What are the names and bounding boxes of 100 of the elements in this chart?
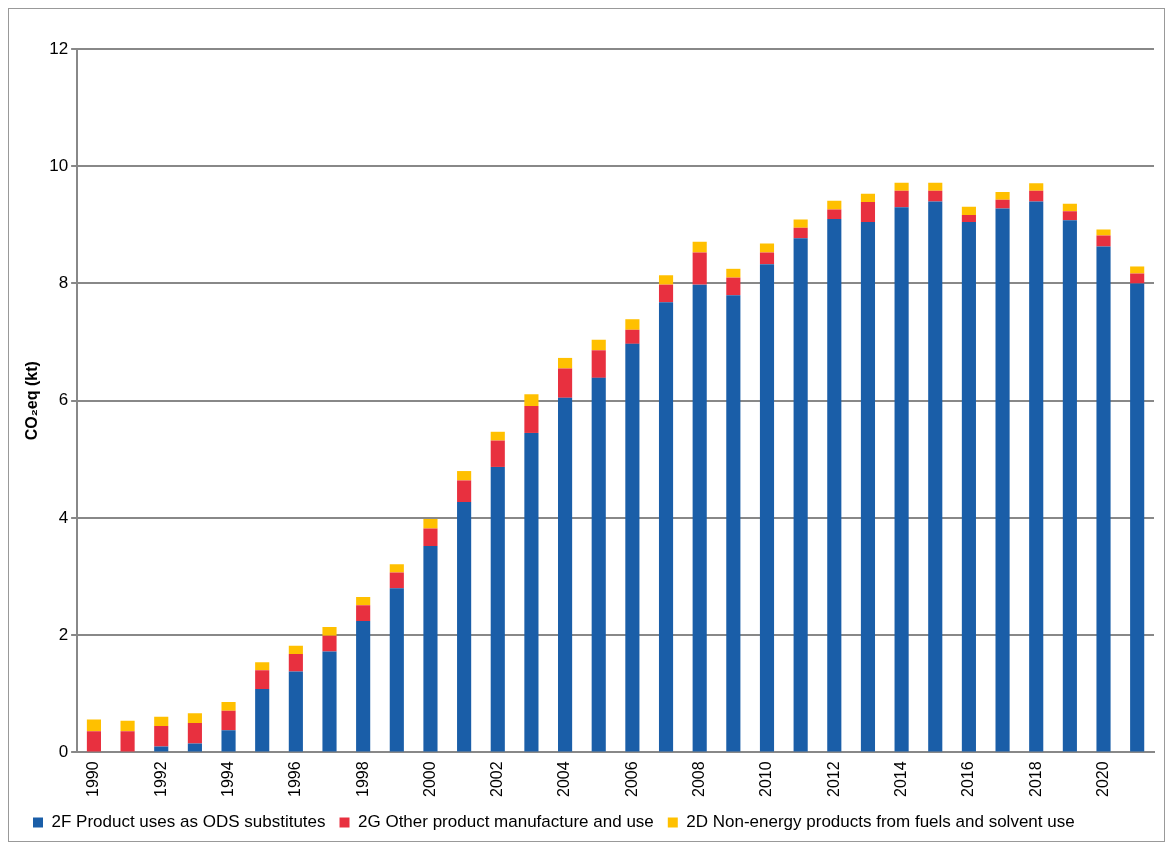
x-tick-label: 2004 bbox=[555, 761, 573, 797]
bar bbox=[389, 564, 404, 573]
bar bbox=[423, 546, 438, 752]
bar bbox=[423, 528, 438, 547]
x-tick-label: 2014 bbox=[892, 761, 910, 797]
bar bbox=[995, 199, 1010, 209]
bar bbox=[1029, 201, 1044, 752]
bar bbox=[1096, 229, 1111, 236]
bar bbox=[591, 350, 606, 378]
bar bbox=[524, 405, 539, 433]
bar bbox=[221, 702, 236, 711]
x-tick-label: 2002 bbox=[488, 761, 506, 797]
bar bbox=[356, 597, 371, 606]
bar bbox=[356, 605, 371, 622]
bar bbox=[759, 243, 775, 253]
bar bbox=[1130, 283, 1145, 752]
bar bbox=[490, 440, 505, 467]
bar bbox=[389, 588, 404, 752]
x-tick-label: 1992 bbox=[151, 761, 169, 797]
x-tick-label: 2012 bbox=[824, 761, 842, 797]
x-tick-label: 2016 bbox=[959, 761, 977, 797]
bar bbox=[255, 689, 270, 752]
bar bbox=[1029, 183, 1044, 191]
bar bbox=[86, 731, 101, 752]
bar bbox=[524, 432, 539, 752]
x-tick-label: 1996 bbox=[286, 761, 304, 797]
bar bbox=[793, 238, 808, 752]
x-tick-label: 2010 bbox=[757, 761, 775, 797]
legend-label: 2D Non-energy products from fuels and solvent use bbox=[686, 812, 1075, 832]
bar bbox=[793, 227, 808, 239]
legend-label: 2F Product uses as ODS substitutes bbox=[51, 812, 326, 832]
x-tick-label: 1990 bbox=[84, 761, 102, 797]
bar bbox=[625, 319, 640, 330]
bar bbox=[389, 572, 404, 589]
bar bbox=[288, 645, 303, 654]
bar bbox=[692, 252, 707, 285]
y-axis-title: CO₂eq (kt) bbox=[23, 361, 41, 441]
bar bbox=[120, 731, 135, 752]
bar bbox=[457, 471, 472, 481]
x-tick-label: 2006 bbox=[622, 761, 640, 797]
bar bbox=[726, 277, 741, 296]
bar bbox=[894, 182, 909, 191]
bar bbox=[86, 719, 101, 732]
bar bbox=[255, 662, 270, 671]
bar bbox=[154, 726, 169, 747]
x-tick-label: 2008 bbox=[690, 761, 708, 797]
bar bbox=[827, 218, 842, 752]
x-tick-label: 2020 bbox=[1093, 761, 1111, 797]
bar bbox=[658, 284, 674, 303]
legend-label: 2G Other product manufacture and use bbox=[358, 812, 654, 832]
y-tick-label: 10 bbox=[49, 155, 69, 175]
x-tick-label: 1994 bbox=[218, 761, 236, 797]
bar bbox=[793, 219, 808, 228]
bar bbox=[928, 182, 943, 191]
x-tick-label: 2000 bbox=[420, 761, 438, 797]
bar bbox=[221, 710, 236, 731]
y-tick-label: 4 bbox=[58, 507, 69, 527]
bar bbox=[658, 275, 674, 285]
bar bbox=[558, 397, 573, 752]
bar bbox=[860, 221, 876, 752]
bar bbox=[827, 209, 842, 219]
bar bbox=[322, 635, 337, 652]
bar bbox=[558, 357, 573, 369]
bar bbox=[490, 466, 505, 752]
y-tick-label: 6 bbox=[58, 390, 69, 410]
bar bbox=[692, 241, 707, 253]
y-tick-label: 0 bbox=[58, 742, 69, 762]
bar bbox=[726, 268, 741, 278]
bar bbox=[1062, 220, 1077, 752]
bar bbox=[288, 671, 303, 752]
x-tick-label: 1998 bbox=[353, 761, 371, 797]
bar bbox=[490, 431, 505, 441]
bar bbox=[726, 295, 741, 752]
bar bbox=[759, 264, 775, 752]
bar bbox=[928, 201, 943, 752]
bar bbox=[961, 214, 976, 222]
bar bbox=[1029, 190, 1044, 202]
bar bbox=[1062, 211, 1077, 221]
bar bbox=[1096, 235, 1111, 247]
bar bbox=[221, 730, 236, 752]
bar bbox=[894, 190, 909, 208]
bar bbox=[625, 329, 640, 344]
y-tick-label: 12 bbox=[49, 38, 69, 58]
bar bbox=[1062, 203, 1077, 212]
bar bbox=[1130, 266, 1145, 274]
bar bbox=[625, 343, 640, 752]
bar bbox=[860, 193, 876, 202]
bar bbox=[591, 377, 606, 752]
bar bbox=[356, 621, 371, 752]
bar bbox=[995, 208, 1010, 752]
bar bbox=[692, 284, 707, 752]
bar bbox=[827, 200, 842, 210]
bar bbox=[658, 302, 674, 752]
bar bbox=[1096, 246, 1111, 752]
y-tick-label: 2 bbox=[58, 624, 69, 644]
bar bbox=[187, 713, 202, 724]
bar bbox=[961, 221, 976, 752]
bar bbox=[457, 502, 472, 752]
bar bbox=[255, 670, 270, 690]
bar bbox=[288, 653, 303, 672]
